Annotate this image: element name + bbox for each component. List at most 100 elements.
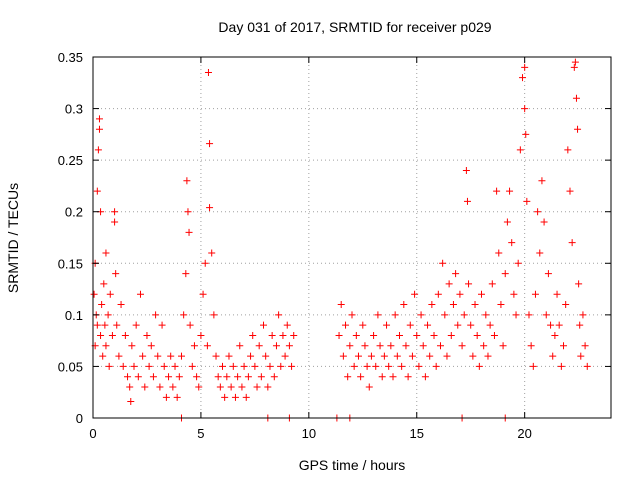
data-point: [557, 362, 565, 370]
data-point: [221, 393, 229, 401]
data-point: [149, 373, 157, 381]
data-point: [486, 321, 494, 329]
data-point: [350, 362, 358, 370]
data-point: [249, 331, 257, 339]
data-point: [337, 301, 345, 309]
data-point: [132, 321, 140, 329]
data-point: [439, 259, 447, 267]
data-point: [344, 373, 352, 381]
data-point: [577, 352, 585, 360]
data-point: [514, 259, 522, 267]
data-point: [113, 321, 121, 329]
data-point: [199, 290, 207, 298]
data-point: [503, 218, 511, 226]
data-point: [93, 187, 101, 195]
data-point: [201, 259, 209, 267]
data-point: [510, 290, 518, 298]
data-point: [285, 342, 293, 350]
data-point: [534, 208, 542, 216]
data-point: [283, 321, 291, 329]
data-point: [417, 311, 425, 319]
data-point: [173, 393, 181, 401]
data-point: [136, 290, 144, 298]
x-tick-label: 10: [302, 426, 316, 441]
data-point: [115, 352, 123, 360]
data-point: [385, 362, 393, 370]
data-point: [112, 270, 120, 278]
chart-title: Day 031 of 2017, SRMTID for receiver p02…: [218, 19, 491, 35]
data-point: [357, 373, 365, 381]
data-point: [449, 301, 457, 309]
data-point: [395, 331, 403, 339]
data-point: [376, 342, 384, 350]
data-point: [490, 331, 498, 339]
data-point: [124, 373, 132, 381]
x-tick-label: 5: [197, 426, 204, 441]
data-point: [579, 311, 587, 319]
data-point: [393, 352, 401, 360]
data-point: [160, 362, 168, 370]
data-point: [225, 352, 233, 360]
data-point: [206, 204, 214, 212]
data-point: [454, 321, 462, 329]
data-point: [171, 362, 179, 370]
data-point: [121, 331, 129, 339]
data-point: [90, 290, 98, 298]
data-point: [182, 270, 190, 278]
data-point: [478, 290, 485, 298]
data-point: [175, 373, 183, 381]
data-point: [566, 187, 574, 195]
data-point: [387, 342, 395, 350]
data-point: [275, 311, 283, 319]
data-point: [134, 373, 142, 381]
data-point: [428, 301, 436, 309]
data-point: [443, 352, 451, 360]
data-point: [568, 239, 576, 247]
data-point: [413, 331, 421, 339]
data-point: [154, 352, 162, 360]
data-point: [465, 280, 473, 288]
data-point: [93, 321, 101, 329]
data-point: [570, 63, 578, 71]
data-point: [432, 362, 440, 370]
data-point: [184, 208, 192, 216]
data-point: [380, 352, 388, 360]
data-point: [508, 239, 516, 247]
data-point: [177, 352, 185, 360]
data-point: [352, 331, 360, 339]
data-point: [415, 362, 423, 370]
data-point: [482, 311, 490, 319]
data-point: [279, 331, 287, 339]
data-point: [447, 331, 455, 339]
y-tick-label: 0: [76, 411, 83, 426]
data-point: [583, 362, 591, 370]
data-point: [231, 393, 239, 401]
data-point: [441, 311, 449, 319]
data-point: [288, 362, 296, 370]
data-point: [527, 342, 535, 350]
data-point: [255, 342, 263, 350]
data-point: [264, 383, 272, 391]
data-point: [108, 331, 116, 339]
data-point: [203, 342, 211, 350]
data-point: [506, 187, 514, 195]
data-point: [419, 342, 427, 350]
data-point: [335, 331, 343, 339]
data-point: [102, 342, 110, 350]
data-point: [406, 321, 414, 329]
data-point: [460, 311, 468, 319]
data-point: [139, 352, 147, 360]
data-point: [183, 177, 191, 185]
data-point: [126, 383, 134, 391]
data-point: [210, 311, 218, 319]
data-point: [277, 362, 285, 370]
data-point: [480, 342, 488, 350]
grid-lines: [93, 57, 611, 418]
data-point: [499, 342, 507, 350]
data-point: [268, 331, 276, 339]
data-point: [538, 177, 546, 185]
data-point: [575, 280, 583, 288]
data-point: [391, 311, 399, 319]
data-point: [162, 393, 170, 401]
y-tick-label: 0.3: [65, 102, 83, 117]
